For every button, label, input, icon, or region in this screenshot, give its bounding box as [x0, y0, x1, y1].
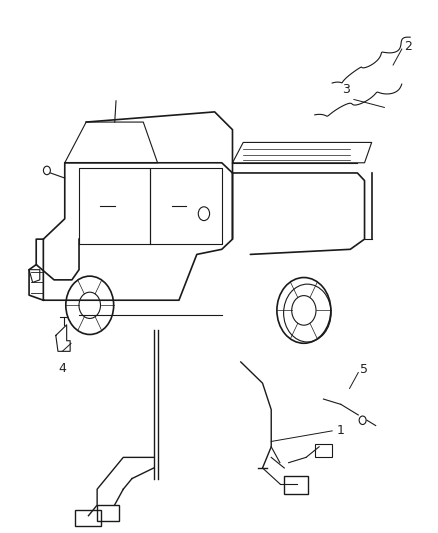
- Text: 1: 1: [336, 424, 344, 438]
- Bar: [284, 476, 308, 495]
- Text: 5: 5: [360, 364, 367, 376]
- Bar: [97, 505, 119, 521]
- Text: 3: 3: [342, 83, 350, 96]
- Bar: [315, 444, 332, 457]
- Text: 4: 4: [58, 362, 66, 375]
- Text: 2: 2: [404, 40, 412, 53]
- Bar: [75, 511, 102, 526]
